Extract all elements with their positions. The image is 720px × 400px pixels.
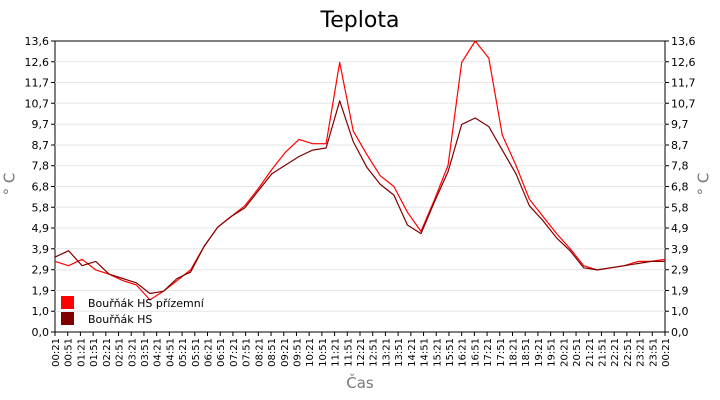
x-tick-label: 03:51	[140, 338, 151, 367]
y-tick-label-right: 2,9	[671, 264, 689, 277]
x-tick-label: 20:21	[559, 338, 570, 367]
x-tick-label: 08:21	[254, 338, 265, 367]
x-tick-label: 00:51	[64, 338, 75, 367]
x-tick-label: 21:51	[597, 338, 608, 367]
x-tick-label: 10:21	[305, 338, 316, 367]
x-tick-label: 22:21	[610, 338, 621, 367]
legend-label: Bouřňák HS	[88, 313, 152, 326]
x-tick-label: 10:51	[318, 338, 329, 367]
x-tick-label: 01:21	[76, 338, 87, 367]
x-tick-label: 14:51	[420, 338, 431, 367]
x-tick-label: 13:51	[394, 338, 405, 367]
x-tick-label: 18:51	[521, 338, 532, 367]
series-line-bournak-hs	[54, 100, 665, 295]
x-tick-label: 19:51	[547, 338, 558, 367]
y-tick-label-right: 1,9	[671, 284, 689, 297]
y-tick-label-right: 9,7	[671, 118, 689, 131]
x-tick-label: 16:21	[458, 338, 469, 367]
y-tick-label-left: 6,8	[32, 181, 50, 194]
x-tick-label: 05:21	[178, 338, 189, 367]
y-tick-label-right: 12,6	[671, 56, 696, 69]
x-tick-label: 23:21	[636, 338, 647, 367]
x-tick-label: 02:21	[102, 338, 113, 367]
x-tick-label: 06:51	[216, 338, 227, 367]
x-tick-label: 03:21	[127, 338, 138, 367]
x-tick-label: 12:51	[369, 338, 380, 367]
y-tick-label-right: 7,8	[671, 160, 689, 173]
x-tick-label: 09:21	[280, 338, 291, 367]
y-tick-label-right: 11,7	[671, 77, 696, 90]
y-tick-label-right: 5,8	[671, 201, 689, 214]
x-tick-label: 19:21	[534, 338, 545, 367]
y-tick-label-left: 0,0	[32, 326, 50, 339]
x-tick-label: 17:51	[496, 338, 507, 367]
y-tick-label-right: 4,9	[671, 222, 689, 235]
x-tick-label: 04:21	[153, 338, 164, 367]
x-tick-label: 21:21	[585, 338, 596, 367]
x-tick-label: 15:21	[432, 338, 443, 367]
x-tick-label: 23:51	[648, 338, 659, 367]
x-tick-label: 17:21	[483, 338, 494, 367]
x-tick-label: 06:21	[204, 338, 215, 367]
y-tick-label-left: 13,6	[25, 35, 50, 48]
y-tick-label-left: 12,6	[25, 56, 50, 69]
y-tick-label-left: 5,8	[32, 201, 50, 214]
x-tick-label: 00:21	[51, 338, 62, 367]
x-tick-label: 01:51	[89, 338, 100, 367]
x-tick-label: 18:21	[509, 338, 520, 367]
y-tick-label-left: 1,0	[32, 305, 50, 318]
y-tick-label-right: 10,7	[671, 97, 696, 110]
legend-label: Bouřňák HS přízemní	[88, 297, 205, 310]
y-tick-label-right: 0,0	[671, 326, 689, 339]
series-line-bournak-hs-prizemni	[54, 40, 666, 301]
x-tick-label: 11:51	[343, 338, 354, 367]
y-tick-label-left: 2,9	[32, 264, 50, 277]
x-tick-label: 07:21	[229, 338, 240, 367]
y-tick-label-right: 13,6	[671, 35, 696, 48]
x-tick-label: 15:51	[445, 338, 456, 367]
chart-title: Teplota	[320, 8, 400, 33]
y-tick-label-right: 6,8	[671, 181, 689, 194]
y-tick-label-right: 8,7	[671, 139, 689, 152]
y-tick-label-left: 9,7	[32, 118, 50, 131]
y-tick-label-left: 1,9	[32, 284, 50, 297]
x-tick-label: 11:21	[331, 338, 342, 367]
y-tick-label-left: 11,7	[25, 77, 50, 90]
x-tick-label: 02:51	[115, 338, 126, 367]
x-tick-label: 07:51	[242, 338, 253, 367]
y-tick-label-right: 1,0	[671, 305, 689, 318]
x-axis-label: Čas	[346, 374, 374, 392]
x-tick-label: 22:51	[623, 338, 634, 367]
y-tick-label-left: 8,7	[32, 139, 50, 152]
x-tick-label: 09:51	[292, 338, 303, 367]
y-tick-label-left: 4,9	[32, 222, 50, 235]
x-tick-label: 16:51	[470, 338, 481, 367]
legend-swatch	[61, 296, 74, 309]
y-tick-label-left: 3,9	[32, 243, 50, 256]
x-tick-label: 05:51	[191, 338, 202, 367]
x-tick-label: 12:21	[356, 338, 367, 367]
legend-swatch	[61, 312, 74, 325]
y-tick-label-left: 7,8	[32, 160, 50, 173]
x-tick-label: 13:21	[381, 338, 392, 367]
x-tick-label: 14:21	[407, 338, 418, 367]
x-tick-label: 20:51	[572, 338, 583, 367]
x-tick-label: 00:21	[661, 338, 672, 367]
y-tick-label-right: 3,9	[671, 243, 689, 256]
x-tick-label: 08:51	[267, 338, 278, 367]
y-tick-label-left: 10,7	[25, 97, 50, 110]
x-tick-label: 04:51	[165, 338, 176, 367]
